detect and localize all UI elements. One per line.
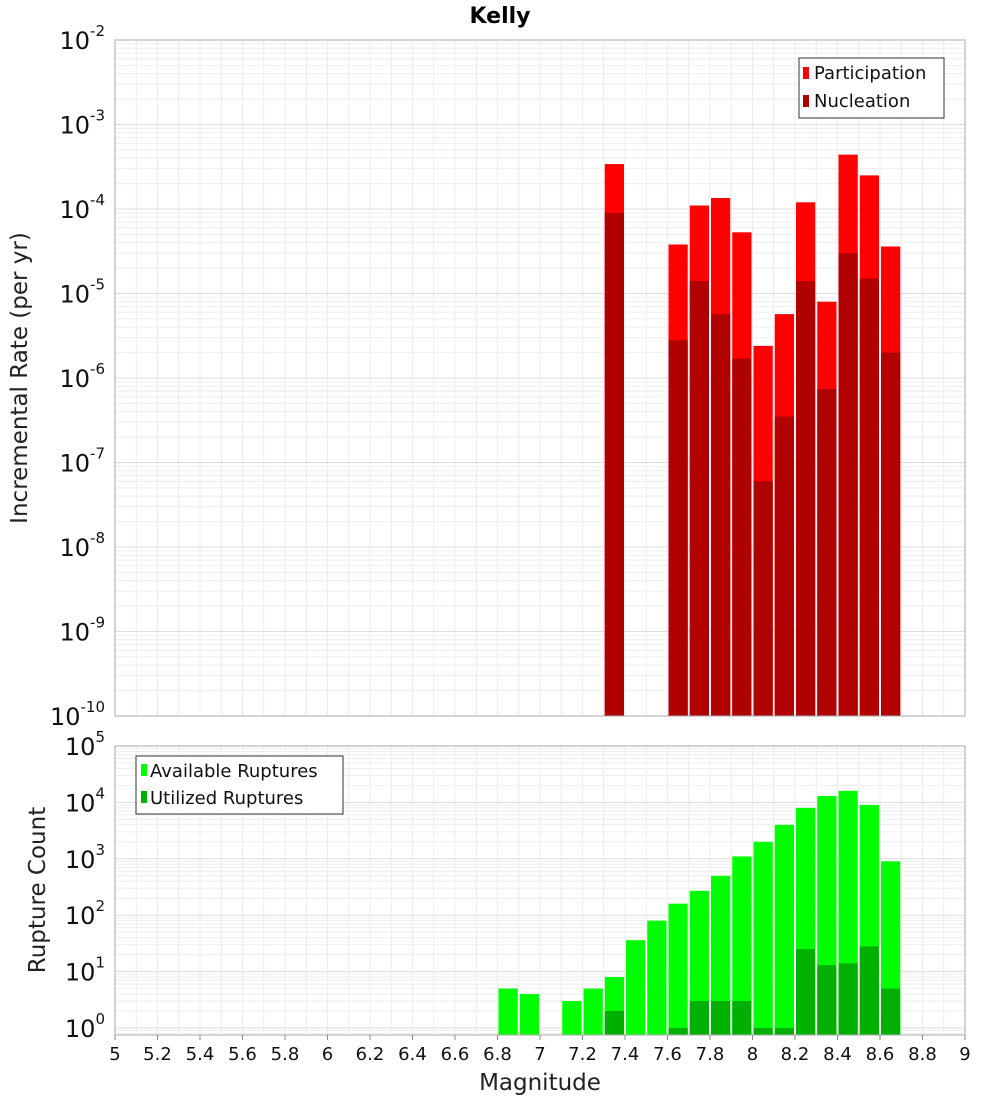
rate-bar-inner (859, 278, 879, 716)
x-axis-label: Magnitude (479, 1070, 601, 1096)
nucleation-legend-swatch (803, 95, 809, 107)
count-bar-inner (668, 1027, 688, 1035)
x-tick-label: 6.4 (398, 1044, 427, 1065)
x-tick-label: 5.4 (186, 1044, 215, 1065)
x-tick-label: 7.8 (696, 1044, 725, 1065)
rate-bar-inner (881, 352, 901, 716)
rate-bar-inner (753, 481, 773, 716)
rate-y-tick-label: 10-5 (59, 276, 105, 309)
x-tick-label: 6.6 (441, 1044, 470, 1065)
nucleation-legend-label: Nucleation (814, 91, 910, 112)
rate-y-tick-label: 10-10 (50, 698, 105, 731)
x-tick-label: 5 (109, 1044, 120, 1065)
count-legend-box (135, 755, 344, 815)
x-tick-label: 6.8 (483, 1044, 512, 1065)
count-bar-inner (774, 1027, 794, 1035)
count-bar-inner (817, 965, 837, 1035)
rate-y-ticks: 10-10 10-9 10-8 10-7 10-6 10-5 10-4 10-3 10-2 (50, 22, 105, 731)
rate-y-axis-label: Incremental Rate (per yr) (7, 232, 33, 524)
rate-bar-inner (817, 389, 837, 716)
count-panel: 100 101 102 103 104 105 Rupture Count Availab… (25, 728, 966, 1043)
x-tick-label: 5.8 (271, 1044, 300, 1065)
rate-bar-inner (668, 340, 688, 716)
x-tick-label: 8.6 (866, 1044, 895, 1065)
count-bar-outer (774, 824, 794, 1035)
count-bar-inner (604, 1010, 624, 1035)
rate-y-tick-label: 10-8 (59, 529, 105, 562)
x-tick-label: 7 (534, 1044, 545, 1065)
x-axis-ticks: 5 5.2 5.4 5.6 5.8 6 6.2 6.4 6.6 6.8 7 7.2 7.4 7.6 7.8 8… (109, 1035, 971, 1065)
x-tick-label: 8.4 (823, 1044, 852, 1065)
count-bar-inner (881, 988, 901, 1035)
rate-bar-inner (604, 212, 624, 716)
rate-bars (604, 154, 901, 717)
x-tick-label: 8.2 (781, 1044, 810, 1065)
x-tick-label: 8 (747, 1044, 758, 1065)
rate-legend-box (798, 57, 945, 119)
count-y-axis-label: Rupture Count (25, 807, 51, 973)
count-bar-outer (753, 841, 773, 1035)
count-y-tick-label: 102 (65, 897, 105, 930)
x-tick-label: 8.8 (908, 1044, 937, 1065)
participation-legend-swatch (803, 67, 809, 79)
rate-bar-inner (732, 358, 752, 716)
count-bar-inner (753, 1027, 773, 1035)
rate-bar-inner (796, 281, 816, 716)
count-bar-inner (859, 946, 879, 1035)
utilized-legend-label: Utilized Ruptures (150, 788, 303, 809)
rate-y-tick-label: 10-7 (59, 445, 105, 478)
count-bar-outer (732, 856, 752, 1035)
rate-legend: Participation Nucleation (798, 57, 945, 119)
count-bar-outer (498, 988, 518, 1035)
rate-y-tick-label: 10-4 (59, 191, 105, 224)
count-bar-inner (796, 949, 816, 1035)
rate-y-tick-label: 10-9 (59, 614, 105, 647)
count-legend: Available Ruptures Utilized Ruptures (135, 755, 344, 815)
rate-bar-inner (689, 281, 709, 716)
count-bars (498, 790, 901, 1035)
count-y-tick-label: 101 (65, 954, 105, 987)
rate-bar-inner (711, 314, 731, 716)
rate-plot-border (114, 39, 966, 717)
rate-y-tick-label: 10-6 (59, 360, 105, 393)
x-tick-label: 5.6 (228, 1044, 257, 1065)
count-bar-inner (838, 963, 858, 1035)
count-bar-outer (668, 903, 688, 1035)
count-bar-outer (519, 994, 539, 1035)
x-tick-label: 6.2 (356, 1044, 385, 1065)
rate-y-tick-label: 10-2 (59, 22, 105, 55)
count-bar-outer (689, 890, 709, 1035)
chart-title: Kelly (469, 4, 530, 29)
count-bar-inner (711, 1001, 731, 1035)
count-y-tick-label: 105 (65, 728, 105, 761)
rate-grid (114, 40, 966, 717)
x-tick-label: 5.2 (143, 1044, 172, 1065)
rate-bar-inner (774, 416, 794, 716)
count-y-ticks: 100 101 102 103 104 105 (65, 728, 105, 1043)
x-tick-label: 6 (322, 1044, 333, 1065)
available-legend-swatch (141, 764, 147, 776)
x-tick-label: 7.2 (568, 1044, 597, 1065)
count-y-tick-label: 104 (65, 784, 105, 817)
count-bar-outer (626, 940, 646, 1035)
participation-legend-label: Participation (814, 63, 926, 84)
x-tick-label: 9 (959, 1044, 970, 1065)
count-y-tick-label: 103 (65, 841, 105, 874)
count-bar-inner (689, 1001, 709, 1035)
count-bar-outer (647, 920, 667, 1035)
count-bar-outer (583, 988, 603, 1035)
utilized-legend-swatch (141, 791, 147, 803)
count-bar-outer (562, 1001, 582, 1035)
rate-y-tick-label: 10-3 (59, 107, 105, 140)
rate-bar-inner (838, 253, 858, 716)
count-y-tick-label: 100 (65, 1010, 105, 1043)
rate-panel: 10-10 10-9 10-8 10-7 10-6 10-5 10-4 10-3 10-2 In… (7, 22, 966, 731)
count-bar-inner (732, 1001, 752, 1035)
count-bar-outer (711, 875, 731, 1035)
x-tick-label: 7.4 (611, 1044, 640, 1065)
available-legend-label: Available Ruptures (150, 761, 318, 782)
x-tick-label: 7.6 (653, 1044, 682, 1065)
